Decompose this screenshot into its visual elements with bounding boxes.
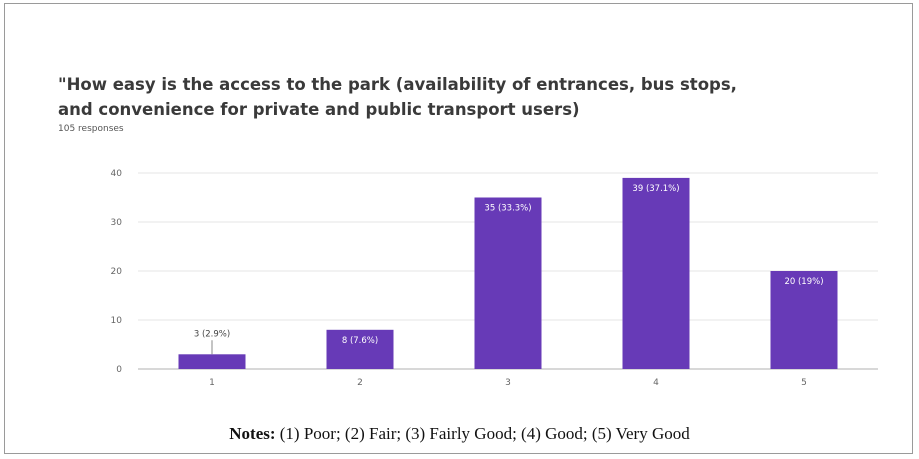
y-tick-label: 20 [111,267,123,277]
bar [474,197,542,369]
bar-data-label: 3 (2.9%) [194,329,230,339]
y-tick-label: 0 [116,365,122,375]
y-axis-ticks: 0 10 20 30 40 [111,169,123,375]
notes-caption: Notes: (1) Poor; (2) Fair; (3) Fairly Go… [0,424,919,444]
x-axis-ticks: 1 2 3 4 5 [209,378,807,388]
x-tick-label: 1 [209,378,215,388]
x-tick-label: 4 [653,378,659,388]
y-tick-label: 30 [111,218,123,228]
bar-data-label: 20 (19%) [784,277,823,287]
bar-data-label: 35 (33.3%) [484,204,531,214]
figure-frame [4,3,913,454]
bar [770,271,838,369]
y-tick-label: 10 [111,316,123,326]
y-tick-label: 40 [111,169,123,179]
bar-data-label: 39 (37.1%) [632,184,679,194]
bar-data-label: 8 (7.6%) [342,336,378,346]
x-tick-label: 2 [357,378,363,388]
notes-label: Notes: [229,424,276,443]
response-count: 105 responses [58,124,124,134]
x-tick-label: 3 [505,378,511,388]
notes-text: (1) Poor; (2) Fair; (3) Fairly Good; (4)… [279,424,690,443]
bars: 3 (2.9%) 8 (7.6%) 35 (33.3%) 39 (37.1%) 20 (… [178,177,838,369]
bar [178,354,246,369]
x-tick-label: 5 [801,378,807,388]
bar [622,177,690,369]
bar [326,329,394,369]
chart-title: "How easy is the access to the park (ava… [58,75,737,119]
